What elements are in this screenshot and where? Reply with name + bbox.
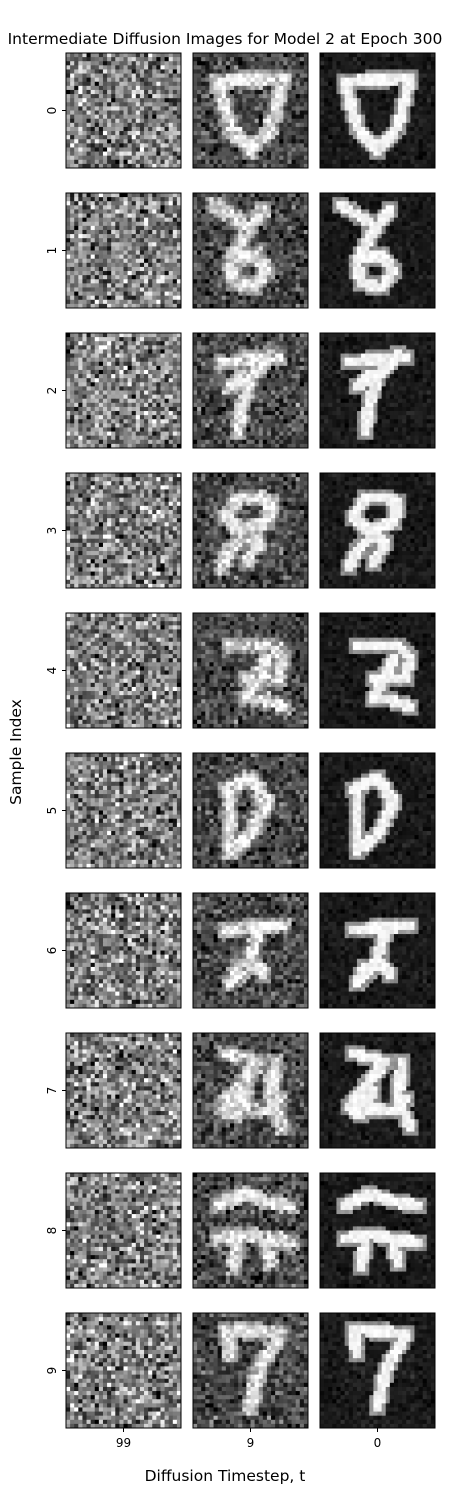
panel-frame [319,1032,436,1149]
image-panel [65,752,182,869]
panel-frame [319,892,436,1009]
image-panel [192,332,309,449]
image-panel [192,192,309,309]
image-panel [319,332,436,449]
y-tick-label: 5 [45,807,59,815]
image-panel [192,752,309,869]
image-panel [65,472,182,589]
image-panel [192,1172,309,1289]
y-tick-label: 3 [45,527,59,535]
image-panel [65,332,182,449]
y-tick-label: 0 [45,107,59,115]
image-panel [319,192,436,309]
chart-title: Intermediate Diffusion Images for Model … [8,30,443,48]
image-panel [65,892,182,1009]
x-axis-label: Diffusion Timestep, t [145,1467,306,1485]
panel-frame [192,52,309,169]
y-tick-label: 8 [45,1227,59,1235]
image-panel [65,1312,182,1429]
panel-frame [192,1032,309,1149]
y-tick-label: 2 [45,387,59,395]
image-panel [319,52,436,169]
image-panel [192,1312,309,1429]
image-panel [319,1312,436,1429]
x-tick-label: 9 [247,1436,255,1450]
image-panel [192,892,309,1009]
y-tick-label: 4 [45,667,59,675]
panel-frame [319,752,436,869]
panel-frame [319,52,436,169]
image-panel [192,612,309,729]
image-panel [319,892,436,1009]
panel-frame [319,192,436,309]
image-panel [192,472,309,589]
image-panel [319,1172,436,1289]
image-panel [319,612,436,729]
y-axis-label: Sample Index [7,699,25,805]
image-panel [319,472,436,589]
panel-frame [319,332,436,449]
panel-frame [319,472,436,589]
image-panel [192,1032,309,1149]
panel-frame [319,1172,436,1289]
image-panel [65,192,182,309]
y-tick-label: 1 [45,247,59,255]
panel-frame [192,892,309,1009]
panel-frame [192,1172,309,1289]
panel-frame [192,752,309,869]
y-tick-label: 7 [45,1087,59,1095]
panel-frame [192,192,309,309]
image-panel [319,752,436,869]
image-panel [192,52,309,169]
panel-frame [319,612,436,729]
image-panel [319,1032,436,1149]
y-tick-label: 9 [45,1367,59,1375]
x-tick-label: 0 [374,1436,382,1450]
panel-frame [192,472,309,589]
image-panel [65,1032,182,1149]
y-tick-label: 6 [45,947,59,955]
x-tick-label: 99 [116,1436,131,1450]
image-panel [65,612,182,729]
image-panel [65,52,182,169]
image-panel [65,1172,182,1289]
panel-frame [192,612,309,729]
panel-frame [192,332,309,449]
